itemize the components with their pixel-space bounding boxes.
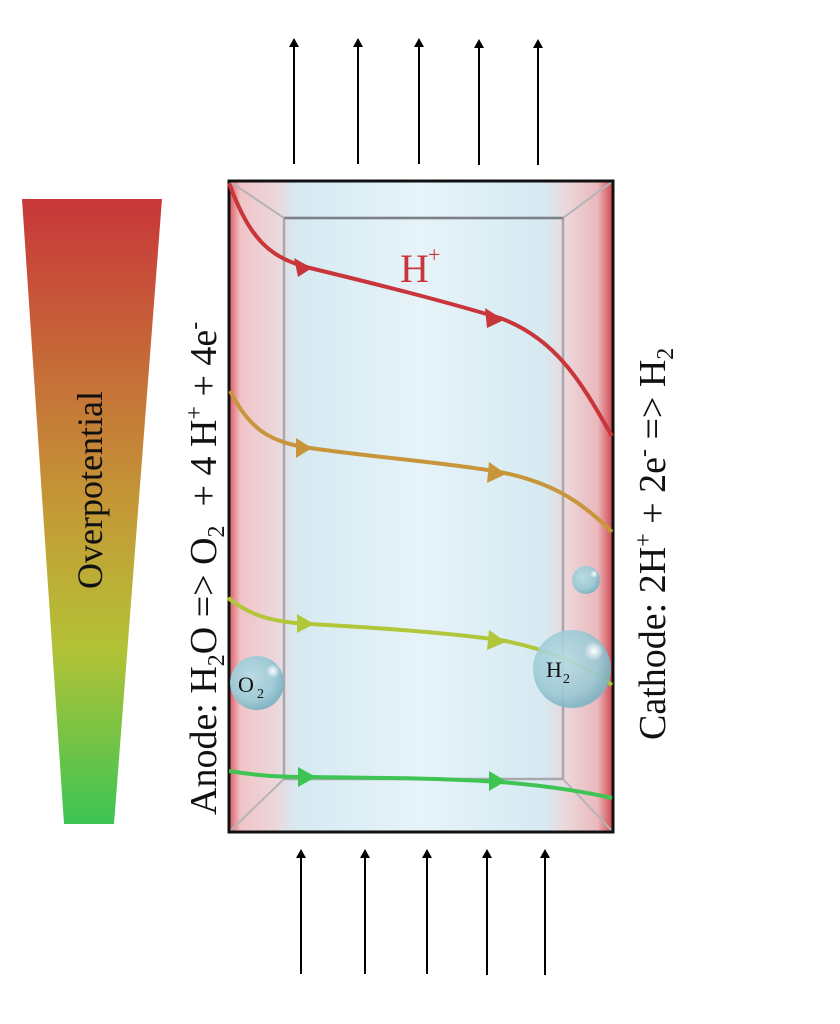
overpotential-scale: Overpotential xyxy=(22,199,162,824)
svg-text:H: H xyxy=(400,246,429,291)
top-outflow-arrows xyxy=(289,38,543,165)
flow-line-mid-high xyxy=(228,390,614,534)
svg-text:H: H xyxy=(546,657,562,682)
svg-text:2: 2 xyxy=(257,687,264,702)
small-bubble xyxy=(572,566,600,594)
overpotential-label: Overpotential xyxy=(70,391,110,589)
h2-bubble: H 2 xyxy=(533,630,611,708)
bottom-inflow-arrows xyxy=(296,849,550,975)
electrolyzer-cell xyxy=(227,179,615,834)
svg-text:2: 2 xyxy=(563,672,570,687)
svg-text:O: O xyxy=(238,672,254,697)
anode-equation: Anode: H2O => O2 + 4 H+ + 4e- xyxy=(182,322,230,815)
flow-line-low xyxy=(228,769,613,800)
flow-line-high xyxy=(227,182,614,438)
svg-text:+: + xyxy=(428,242,440,267)
cathode-equation: Cathode: 2H+ + 2e- => H2 xyxy=(631,348,679,740)
o2-bubble: O 2 xyxy=(230,656,284,710)
proton-label: H + xyxy=(400,242,440,291)
